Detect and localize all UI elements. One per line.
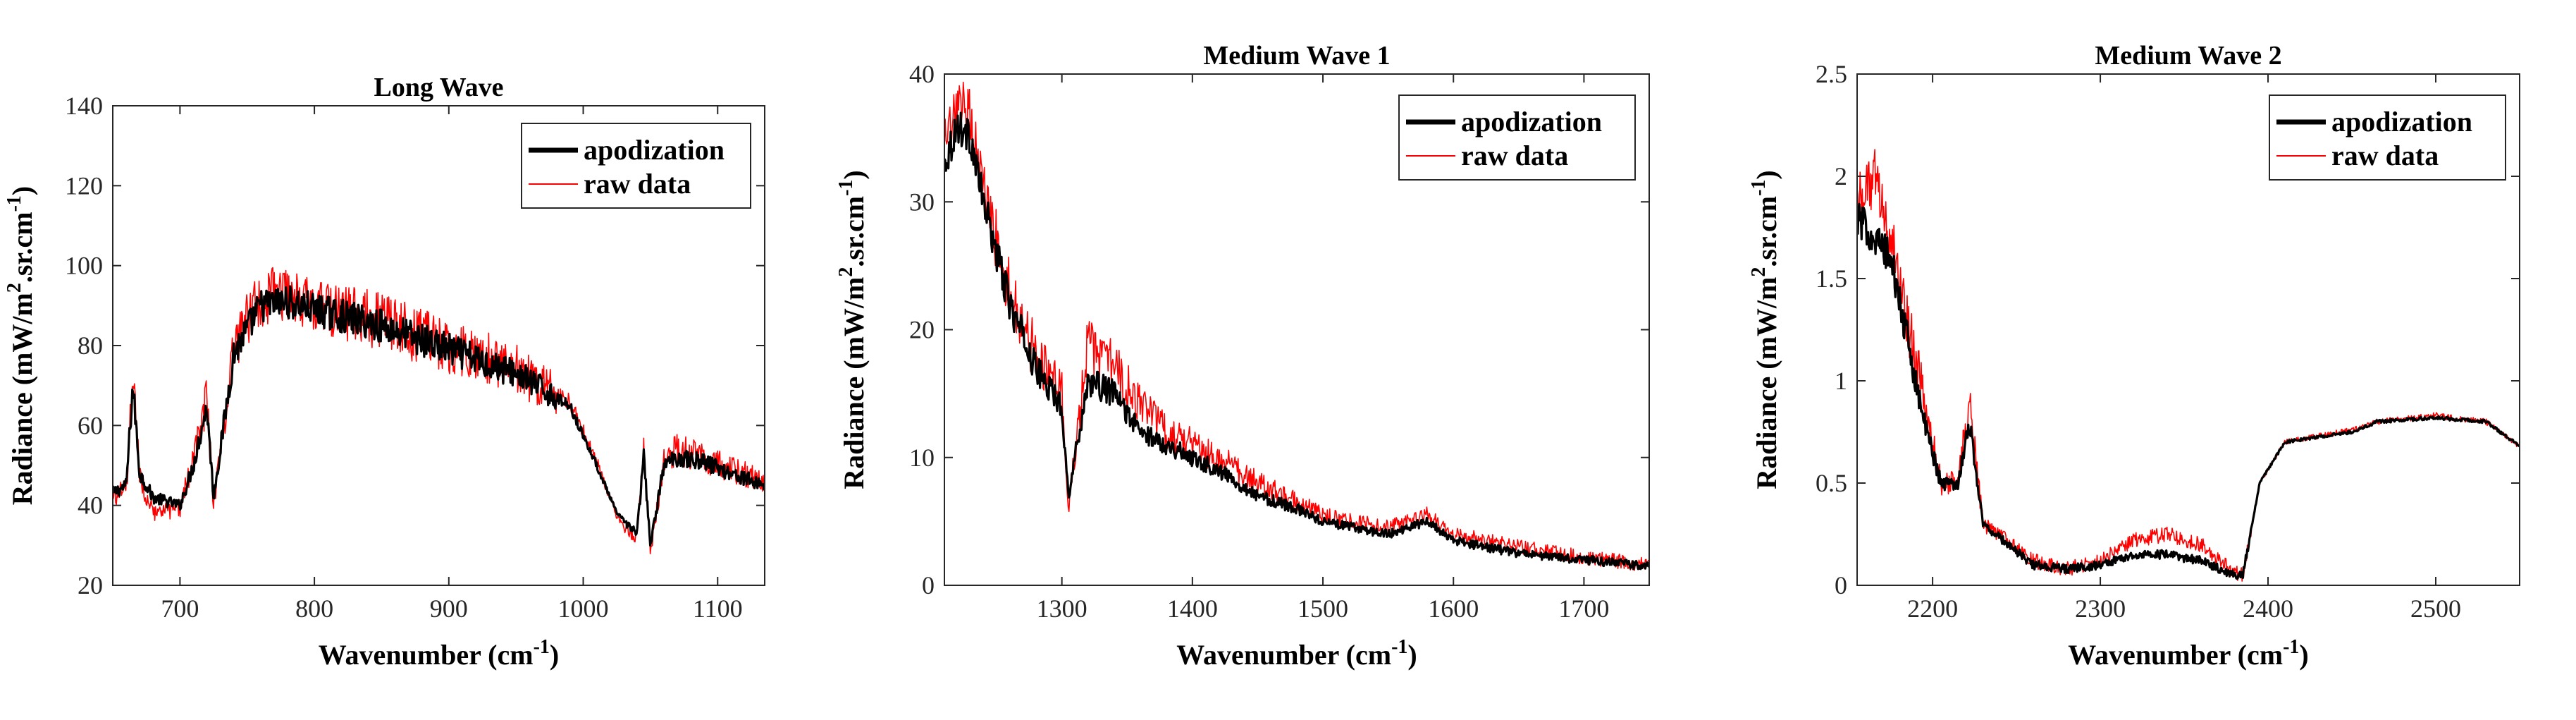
legend-label-apodization: apodization: [2331, 106, 2472, 138]
x-tick-label: 1000: [558, 594, 609, 623]
y-tick-label: 0: [922, 571, 935, 599]
x-axis-label: Wavenumber (cm-1): [2068, 636, 2308, 671]
chart-long-wave: 700 800 900 1000 1100 20 40 60 80 100 120 140 Long W…: [4, 73, 765, 671]
axes-frame: [1856, 73, 2520, 586]
y-tick-label: 60: [78, 411, 103, 439]
y-tick-label: 0.5: [1816, 469, 1847, 497]
chart-medium-wave-2: 2200 2300 2400 2500 0 0.5 1 1.5 2 2.5 Medium Wave …: [1748, 41, 2520, 671]
x-tick-label: 2500: [2410, 594, 2461, 623]
x-tick-label: 1400: [1167, 594, 1218, 623]
legend-label-apodization: apodization: [584, 134, 725, 166]
x-tick-label: 1500: [1298, 594, 1348, 623]
y-tick-label: 30: [909, 188, 935, 216]
chart-title: Medium Wave 1: [1203, 41, 1390, 71]
series-line-apodization: [944, 111, 1649, 570]
x-tick-label: 2300: [2075, 594, 2126, 623]
legend-label-apodization: apodization: [1461, 106, 1602, 138]
series-line-raw-data: [944, 81, 1649, 571]
y-tick-label: 1: [1835, 367, 1847, 395]
x-tick-label: 900: [430, 594, 468, 623]
y-tick-label: 20: [909, 316, 935, 344]
x-tick-label: 800: [295, 594, 333, 623]
series-group: [944, 81, 1649, 571]
series-group: [113, 267, 765, 554]
y-tick-label: 2.5: [1816, 60, 1847, 88]
y-axis-label: Radiance (mW/m2.sr.cm-1): [4, 186, 38, 505]
y-tick-label: 120: [65, 171, 103, 200]
y-axis-label: Radiance (mW/m2.sr.cm-1): [835, 170, 870, 489]
chart-medium-wave-1: 1300 1400 1500 1600 1700 0 10 20 30 40 Medium Wave…: [835, 41, 1650, 671]
legend-label-raw-data: raw data: [1461, 140, 1568, 171]
chart-title: Medium Wave 2: [2095, 41, 2281, 71]
y-tick-label: 2: [1835, 162, 1847, 190]
legend-label-raw-data: raw data: [584, 168, 691, 200]
y-tick-label: 0: [1835, 571, 1847, 599]
y-tick-label: 1.5: [1816, 264, 1847, 293]
legend-box: [521, 123, 751, 209]
legend-label-raw-data: raw data: [2331, 140, 2439, 171]
series-line-apodization: [1857, 202, 2520, 580]
y-tick-label: 20: [78, 571, 103, 599]
y-tick-label: 40: [78, 492, 103, 520]
x-tick-label: 1300: [1037, 594, 1087, 623]
y-tick-label: 100: [65, 252, 103, 280]
y-tick-label: 80: [78, 331, 103, 360]
x-tick-label: 1600: [1428, 594, 1479, 623]
y-tick-label: 10: [909, 444, 935, 472]
legend-box: [2269, 94, 2506, 181]
x-axis-label: Wavenumber (cm-1): [319, 636, 559, 671]
x-axis-label: Wavenumber (cm-1): [1176, 636, 1417, 671]
series-group: [1857, 149, 2520, 582]
x-tick-label: 1700: [1558, 594, 1609, 623]
chart-title: Long Wave: [374, 73, 503, 102]
legend-box: [1398, 94, 1636, 181]
x-tick-label: 2400: [2243, 594, 2293, 623]
x-tick-label: 1100: [693, 594, 743, 623]
y-tick-label: 40: [909, 60, 935, 88]
x-tick-label: 2200: [1907, 594, 1958, 623]
y-axis-label: Radiance (mW/m2.sr.cm-1): [1748, 170, 1782, 489]
x-tick-label: 700: [161, 594, 199, 623]
series-line-apodization: [113, 285, 765, 547]
y-tick-label: 140: [65, 92, 103, 120]
